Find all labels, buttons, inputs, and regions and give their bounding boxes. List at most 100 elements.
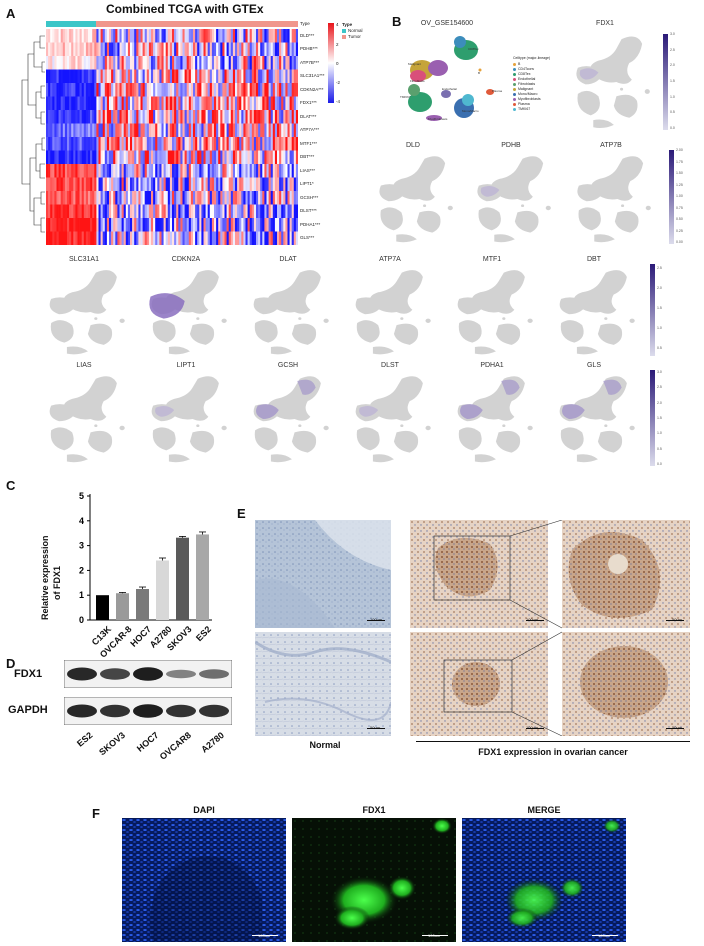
heatmap-cell [163, 56, 166, 70]
heatmap-cell [88, 177, 91, 192]
heatmap-cell [207, 69, 211, 84]
heatmap-cell [186, 123, 190, 138]
heatmap-cell [125, 83, 129, 97]
heatmap-cell [138, 56, 141, 70]
heatmap-cell [157, 83, 160, 97]
heatmap-cell [239, 204, 242, 219]
heatmap-cell [113, 177, 116, 192]
heatmap-cell [54, 231, 57, 245]
heatmap-cell [241, 204, 244, 219]
heatmap-cell [193, 231, 196, 245]
heatmap-cell [138, 150, 141, 165]
heatmap-cell [58, 150, 61, 165]
heatmap-cell [85, 56, 89, 70]
heatmap-cell [274, 218, 278, 232]
heatmap-cell [102, 164, 106, 178]
ihc-image-normal-bottom [255, 632, 391, 736]
heatmap-cell [207, 204, 211, 219]
heatmap-cell [161, 56, 164, 70]
heatmap-cell [46, 218, 49, 232]
scale-tick-n4: -4 [336, 99, 341, 104]
heatmap-cell [71, 191, 74, 205]
heatmap-cell [197, 204, 200, 219]
heatmap-cell [232, 231, 236, 245]
heatmap-cell [184, 69, 187, 84]
heatmap-cell [235, 123, 238, 138]
heatmap-cell [117, 231, 120, 245]
heatmap-cell [216, 29, 219, 43]
heatmap-cell [56, 191, 59, 205]
heatmap-cell [203, 83, 206, 97]
heatmap-cell [77, 218, 80, 232]
heatmap-cell [125, 177, 129, 192]
heatmap-cell [279, 150, 282, 165]
heatmap-cell [121, 110, 124, 124]
heatmap-cell [104, 123, 108, 138]
heatmap-cell [123, 177, 127, 192]
heatmap-cell [96, 123, 99, 138]
heatmap-cell [85, 191, 89, 205]
wb-gapdh-band [199, 704, 229, 718]
heatmap-cell [279, 191, 282, 205]
heatmap-cell [232, 164, 236, 178]
heatmap-cell [121, 69, 124, 84]
umap-plot-fdx1 [576, 36, 650, 129]
heatmap-cell [184, 56, 187, 70]
heatmap-cell [243, 42, 246, 57]
heatmap-cell [163, 69, 166, 84]
heatmap-cell [71, 164, 74, 178]
wb-lane-label: ES2 [74, 730, 95, 749]
heatmap-cell [71, 150, 74, 165]
heatmap-cell [283, 204, 286, 219]
heatmap-cell [214, 56, 217, 70]
heatmap-cell [295, 231, 298, 245]
umap-plot [457, 376, 533, 463]
umap-cluster-label: Plasma [492, 89, 502, 93]
heatmap-cell [237, 150, 240, 165]
heatmap-cell [220, 204, 223, 219]
heatmap-cell [226, 83, 229, 97]
heatmap-cell [247, 83, 250, 97]
celltype-legend-swatch [513, 83, 516, 86]
heatmap-cell [239, 191, 242, 205]
ihc-scale-normal-top: 100um [370, 617, 383, 622]
heatmap-cell [228, 83, 232, 97]
heatmap-cell [247, 69, 250, 84]
heatmap-cell [136, 42, 139, 57]
heatmap-cell [73, 150, 76, 165]
heatmap-cell [157, 231, 160, 245]
heatmap-cell [176, 231, 179, 245]
wb-label-fdx1: FDX1 [14, 668, 43, 680]
heatmap-cell [138, 29, 141, 43]
scale-tick-2: 2 [336, 42, 339, 47]
heatmap-cell [256, 137, 259, 151]
heatmap-cell [159, 29, 162, 43]
heatmap-cell [201, 231, 204, 245]
heatmap-cell [224, 56, 227, 70]
heatmap-cell [79, 96, 82, 111]
ihc-image-cancer-bottom [410, 632, 548, 736]
heatmap-cell [163, 29, 166, 43]
heatmap-cell [207, 177, 211, 192]
heatmap-cell [119, 150, 122, 165]
heatmap-cell [186, 29, 190, 43]
heatmap-cell [115, 177, 118, 192]
heatmap-cell [230, 96, 234, 111]
colorbar-tick: 1.0 [657, 326, 662, 330]
heatmap-cell [102, 204, 106, 219]
heatmap-cell [243, 150, 246, 165]
heatmap-cell [203, 110, 206, 124]
heatmap-cell [214, 83, 217, 97]
heatmap-cell [216, 42, 219, 57]
heatmap-cell [169, 29, 173, 43]
heatmap-cell [71, 110, 74, 124]
heatmap-cell [169, 218, 173, 232]
heatmap-cell [75, 69, 78, 84]
heatmap-cell [77, 42, 80, 57]
celltype-legend-item: Malignant [518, 87, 534, 91]
heatmap-cell [224, 164, 227, 178]
heatmap-cell [140, 191, 143, 205]
heatmap-cell [132, 218, 135, 232]
heatmap-cell [60, 29, 64, 43]
heatmap-cell [232, 110, 236, 124]
